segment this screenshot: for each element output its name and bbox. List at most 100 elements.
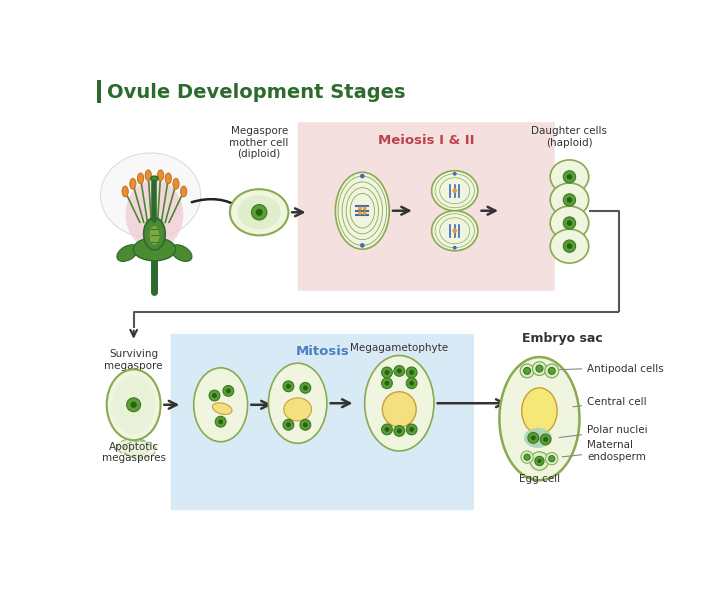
Circle shape xyxy=(563,240,576,252)
Circle shape xyxy=(216,416,226,427)
Circle shape xyxy=(300,419,311,430)
Circle shape xyxy=(546,453,558,465)
Ellipse shape xyxy=(522,388,557,434)
Circle shape xyxy=(521,364,534,378)
Circle shape xyxy=(533,362,546,376)
Text: Embryo sac: Embryo sac xyxy=(523,332,604,344)
Ellipse shape xyxy=(194,368,248,441)
Circle shape xyxy=(303,422,308,427)
Text: Meiosis I & II: Meiosis I & II xyxy=(378,134,475,147)
Circle shape xyxy=(286,384,291,389)
Circle shape xyxy=(537,459,541,463)
Circle shape xyxy=(223,386,233,396)
Ellipse shape xyxy=(268,363,327,443)
Circle shape xyxy=(303,386,308,391)
Ellipse shape xyxy=(144,218,165,250)
Ellipse shape xyxy=(100,153,200,238)
Ellipse shape xyxy=(499,357,579,480)
Circle shape xyxy=(300,383,311,393)
Text: Daughter cells
(haploid): Daughter cells (haploid) xyxy=(531,126,607,147)
Circle shape xyxy=(226,389,231,394)
Text: Megagametophyte: Megagametophyte xyxy=(350,343,448,353)
Text: Antipodal cells: Antipodal cells xyxy=(552,363,664,373)
Circle shape xyxy=(363,211,367,215)
Circle shape xyxy=(523,367,531,375)
Circle shape xyxy=(394,365,405,376)
Circle shape xyxy=(566,220,572,226)
Circle shape xyxy=(524,454,530,460)
Circle shape xyxy=(409,370,414,375)
Circle shape xyxy=(394,426,405,437)
Circle shape xyxy=(566,243,572,249)
Circle shape xyxy=(218,419,223,424)
Circle shape xyxy=(382,378,392,389)
Circle shape xyxy=(382,424,392,435)
Ellipse shape xyxy=(432,211,478,251)
Circle shape xyxy=(283,381,294,392)
Circle shape xyxy=(406,378,417,389)
Ellipse shape xyxy=(180,186,187,197)
Ellipse shape xyxy=(149,225,160,246)
Circle shape xyxy=(521,451,533,464)
Text: Megaspore
mother cell
(diploid): Megaspore mother cell (diploid) xyxy=(229,126,289,159)
Bar xyxy=(97,80,101,103)
Text: Egg cell: Egg cell xyxy=(519,474,560,484)
Circle shape xyxy=(384,381,390,386)
Ellipse shape xyxy=(550,183,589,217)
Circle shape xyxy=(127,398,140,412)
Ellipse shape xyxy=(130,179,136,189)
Ellipse shape xyxy=(524,428,552,448)
Circle shape xyxy=(384,370,390,375)
Circle shape xyxy=(397,368,402,373)
Text: Maternal
endosperm: Maternal endosperm xyxy=(562,440,646,462)
Ellipse shape xyxy=(137,173,144,184)
Circle shape xyxy=(531,435,536,440)
Text: Surviving
megaspore: Surviving megaspore xyxy=(105,349,163,371)
Circle shape xyxy=(453,188,457,193)
Ellipse shape xyxy=(550,160,589,194)
Circle shape xyxy=(406,424,417,435)
Circle shape xyxy=(548,456,555,462)
Circle shape xyxy=(536,365,543,372)
Ellipse shape xyxy=(382,392,416,427)
Text: Ovule Development Stages: Ovule Development Stages xyxy=(107,83,405,102)
Circle shape xyxy=(563,217,576,229)
Circle shape xyxy=(409,381,414,386)
Circle shape xyxy=(566,197,572,203)
Ellipse shape xyxy=(432,171,478,211)
Ellipse shape xyxy=(122,186,128,197)
Circle shape xyxy=(453,228,457,233)
Text: Central cell: Central cell xyxy=(573,397,647,406)
Ellipse shape xyxy=(124,441,156,458)
Text: Polar nuclei: Polar nuclei xyxy=(559,425,648,438)
Ellipse shape xyxy=(125,180,183,249)
Circle shape xyxy=(528,432,538,443)
Ellipse shape xyxy=(284,398,311,421)
Circle shape xyxy=(548,367,555,375)
Ellipse shape xyxy=(145,170,151,181)
Circle shape xyxy=(545,364,558,378)
Ellipse shape xyxy=(117,245,138,262)
Ellipse shape xyxy=(150,176,158,181)
Circle shape xyxy=(358,206,362,211)
Circle shape xyxy=(209,390,220,401)
Ellipse shape xyxy=(335,173,390,249)
Circle shape xyxy=(563,171,576,183)
FancyBboxPatch shape xyxy=(170,334,474,510)
Ellipse shape xyxy=(171,245,192,262)
Circle shape xyxy=(382,367,392,378)
Circle shape xyxy=(363,206,367,211)
Circle shape xyxy=(563,194,576,206)
Circle shape xyxy=(360,243,364,247)
Ellipse shape xyxy=(213,403,232,414)
Circle shape xyxy=(256,209,263,216)
Circle shape xyxy=(453,246,457,250)
Ellipse shape xyxy=(107,370,160,440)
Circle shape xyxy=(212,393,217,398)
Ellipse shape xyxy=(165,173,171,184)
Ellipse shape xyxy=(238,195,281,229)
Circle shape xyxy=(530,452,548,470)
Text: Mitosis: Mitosis xyxy=(296,346,349,359)
Circle shape xyxy=(360,174,364,179)
Ellipse shape xyxy=(158,170,164,181)
